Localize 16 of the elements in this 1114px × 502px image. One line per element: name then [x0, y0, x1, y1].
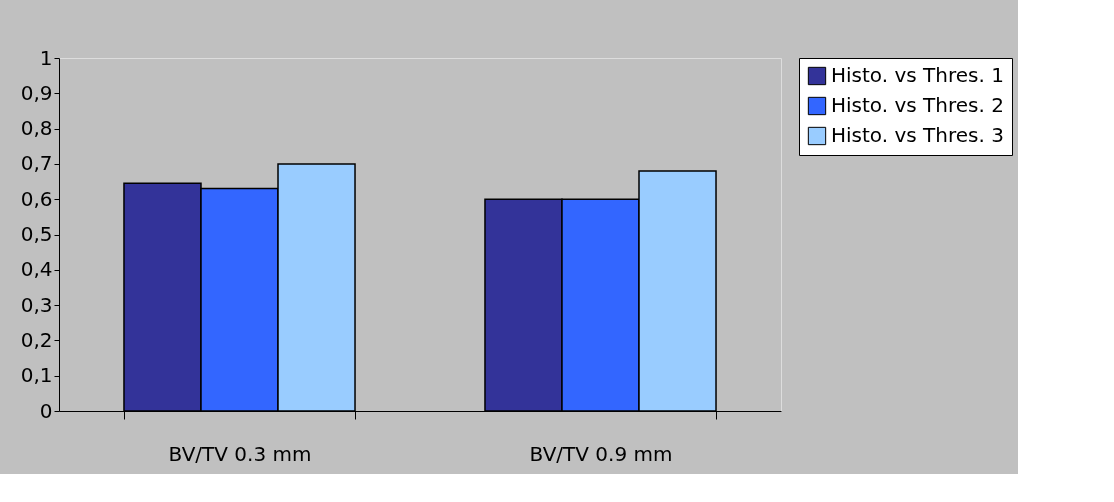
legend-label: Histo. vs Thres. 2 — [831, 93, 1004, 117]
y-tick-label: 0,7 — [20, 151, 53, 176]
y-tick-label: 0,9 — [20, 80, 53, 105]
x-tick-label: BV/TV 0.3 mm — [168, 441, 312, 466]
y-tick-label: 1 — [39, 45, 53, 70]
y-tick-label: 0,8 — [20, 116, 53, 141]
y-tick-label: 0,4 — [20, 257, 53, 282]
y-tick-label: 0,5 — [20, 222, 53, 246]
y-tick-label: 0,6 — [20, 186, 53, 211]
legend-label: Histo. vs Thres. 3 — [831, 123, 1004, 147]
y-tick-label: 0,2 — [20, 327, 53, 352]
y-tick-label: 0,3 — [20, 292, 53, 317]
x-tick-label: BV/TV 0.9 mm — [529, 441, 673, 466]
y-tick-label: 0,1 — [20, 363, 53, 388]
legend-label: Histo. vs Thres. 1 — [831, 63, 1004, 87]
y-tick-label: 0 — [39, 398, 53, 423]
